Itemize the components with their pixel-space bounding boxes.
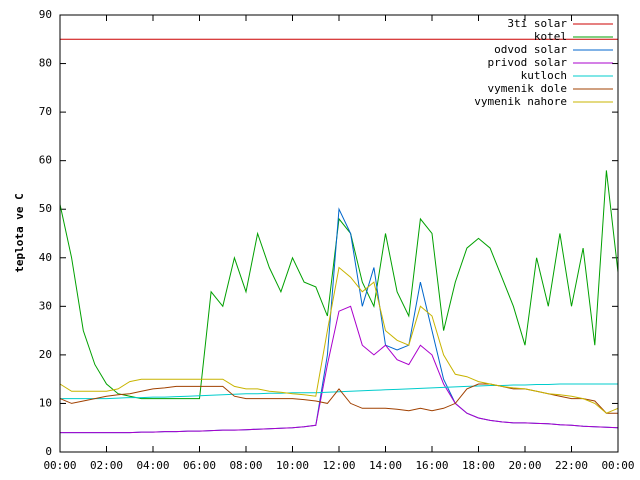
y-tick-label: 80 — [39, 57, 52, 70]
y-axis-label: teplota ve C — [13, 193, 26, 272]
series-line — [60, 305, 619, 434]
y-tick-label: 60 — [39, 154, 52, 167]
y-tick-label: 70 — [39, 105, 52, 118]
y-tick-label: 20 — [39, 348, 52, 361]
legend-label: vymenik dole — [488, 82, 567, 95]
x-tick-label: 16:00 — [415, 459, 448, 472]
legend-label: kotel — [534, 30, 567, 43]
x-tick-label: 02:00 — [90, 459, 123, 472]
series-line — [60, 383, 618, 400]
x-tick-label: 10:00 — [276, 459, 309, 472]
x-tick-label: 20:00 — [508, 459, 541, 472]
y-tick-label: 40 — [39, 251, 52, 264]
x-tick-label: 00:00 — [601, 459, 634, 472]
x-tick-label: 12:00 — [322, 459, 355, 472]
series-line — [59, 266, 619, 414]
x-tick-label: 14:00 — [369, 459, 402, 472]
x-tick-label: 04:00 — [136, 459, 169, 472]
plot-frame — [59, 14, 619, 453]
legend-label: privod solar — [488, 56, 568, 69]
x-tick-label: 06:00 — [183, 459, 216, 472]
y-tick-label: 50 — [39, 202, 52, 215]
x-tick-label: 00:00 — [43, 459, 76, 472]
x-tick-label: 08:00 — [229, 459, 262, 472]
x-tick-label: 22:00 — [555, 459, 588, 472]
y-tick-label: 30 — [39, 299, 52, 312]
y-tick-label: 10 — [39, 396, 52, 409]
y-tick-label: 0 — [45, 445, 52, 458]
y-tick-label: 90 — [39, 8, 52, 21]
legend-label: odvod solar — [494, 43, 567, 56]
series-line — [59, 170, 619, 400]
legend-label: kutloch — [521, 69, 567, 82]
legend-label: vymenik nahore — [474, 95, 567, 108]
x-tick-label: 18:00 — [462, 459, 495, 472]
legend-label: 3ti solar — [507, 17, 567, 30]
